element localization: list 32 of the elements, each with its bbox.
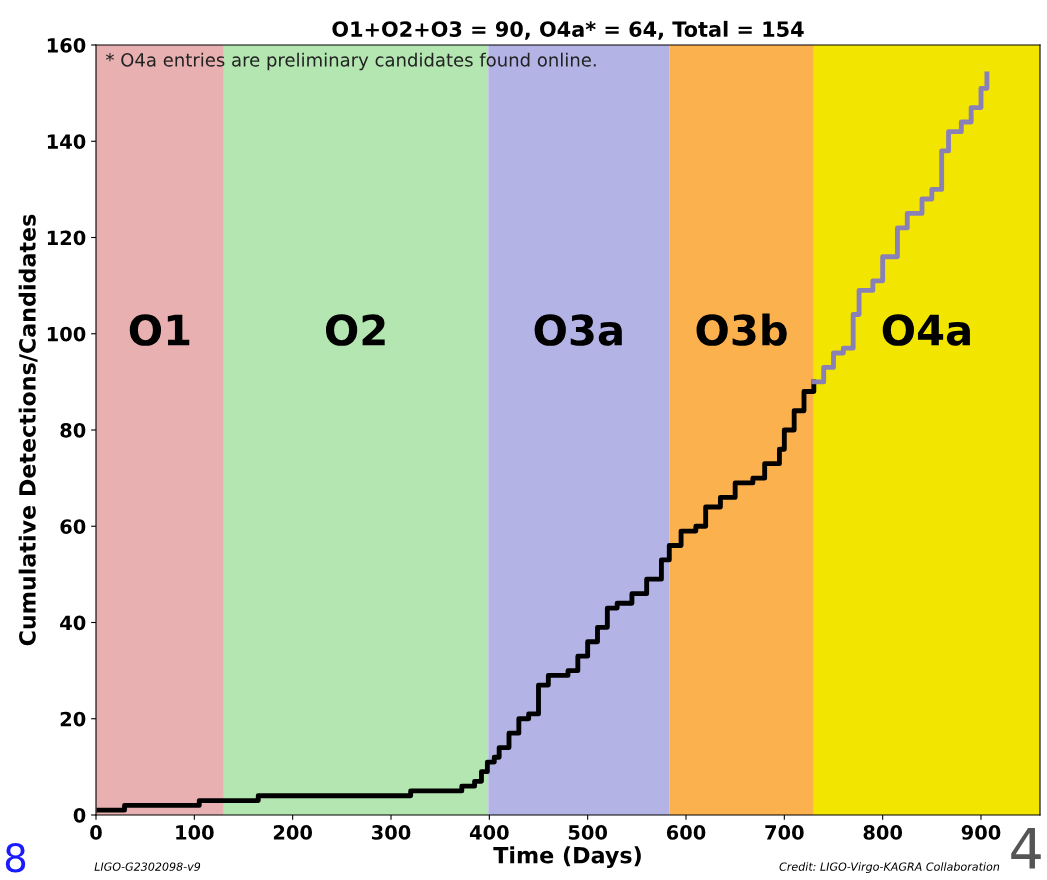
x-tick-label: 400 bbox=[469, 825, 509, 840]
band-label: O4a bbox=[882, 314, 970, 346]
annotation: * O4a entries are preliminary candidates found online. bbox=[105, 52, 596, 71]
chart-title: O1+O2+O3 = 90, O4a* = 64, Total = 154 bbox=[332, 20, 804, 40]
y-tick-label: 160 bbox=[47, 37, 86, 53]
text: LIGO-G2302098-v9 bbox=[94, 862, 201, 871]
y-tick-label: 140 bbox=[47, 134, 86, 149]
y-tick-label: 120 bbox=[47, 230, 86, 246]
x-tick-label: 600 bbox=[666, 825, 706, 840]
band-label: O2 bbox=[325, 314, 385, 346]
band-label: O1 bbox=[129, 314, 190, 346]
x-tick-label: 0 bbox=[90, 825, 102, 840]
x-axis-title: Time (Days) bbox=[493, 846, 641, 868]
x-tick-label: 200 bbox=[273, 825, 313, 840]
x-tick-label: 500 bbox=[568, 825, 608, 840]
y-tick-label: 40 bbox=[60, 615, 86, 631]
band-label: O3a bbox=[534, 314, 622, 346]
y-axis-title: Cumulative Detections/Candidates bbox=[18, 214, 38, 646]
x-tick-label: 700 bbox=[765, 825, 804, 840]
y-tick-label: 20 bbox=[60, 711, 86, 727]
x-tick-label: 300 bbox=[372, 825, 411, 840]
x-tick-label: 900 bbox=[961, 825, 1001, 840]
band-label: O3b bbox=[696, 313, 787, 346]
text: 8 bbox=[5, 843, 26, 873]
text: Credit: LIGO-Virgo-KAGRA Collaboration bbox=[779, 862, 1000, 873]
y-tick-label: 0 bbox=[73, 807, 86, 823]
y-tick-label: 100 bbox=[47, 326, 86, 342]
text: 4 bbox=[1011, 827, 1041, 869]
x-tick-label: 100 bbox=[176, 825, 214, 840]
y-tick-label: 80 bbox=[60, 422, 86, 438]
y-tick-label: 60 bbox=[60, 519, 86, 534]
x-tick-label: 800 bbox=[863, 825, 903, 840]
